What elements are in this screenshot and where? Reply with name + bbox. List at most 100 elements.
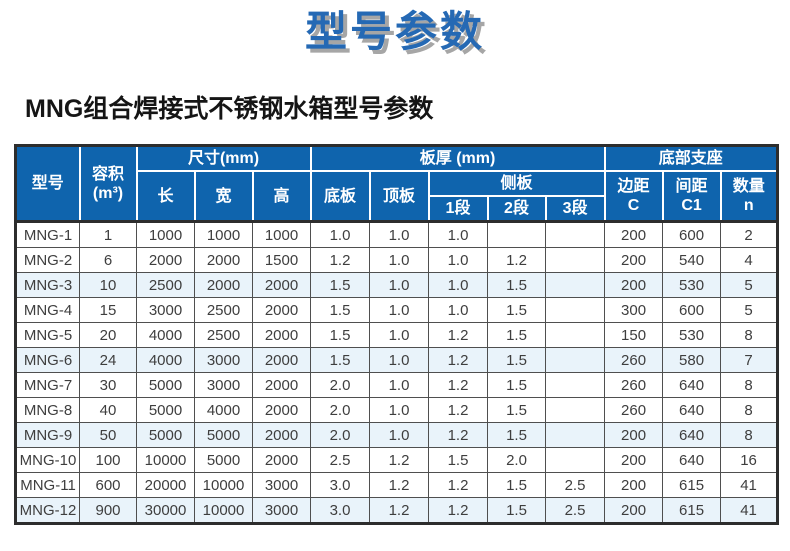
cell-spacing-c1: 615: [662, 472, 722, 498]
header-volume-label: 容积: [91, 165, 124, 183]
header-qty-n: 数量 n: [719, 170, 779, 223]
cell-side-seg2: 1.5: [487, 372, 546, 398]
cell-volume: 20: [79, 322, 137, 348]
cell-side-seg1: 1.0: [428, 220, 488, 248]
cell-side-seg3: [544, 322, 606, 348]
cell-side-seg1: 1.2: [428, 397, 488, 423]
table-row: MNG-10 100 10000 5000 2000 2.5 1.2 1.5 2.0 200 640…: [15, 447, 779, 473]
cell-edge-c: 200: [604, 422, 664, 448]
header-top-plate: 顶板: [368, 170, 430, 223]
cell-bottom-plate: 2.5: [310, 447, 370, 473]
cell-top-plate: 1.2: [369, 497, 429, 524]
header-model: 型号: [14, 144, 81, 223]
cell-spacing-c1: 530: [662, 272, 722, 298]
cell-qty-n: 8: [720, 372, 779, 398]
cell-volume: 15: [79, 297, 137, 323]
cell-side-seg2: [487, 220, 546, 248]
cell-volume: 24: [79, 347, 137, 373]
cell-bottom-plate: 2.0: [310, 397, 370, 423]
cell-qty-n: 41: [720, 472, 779, 498]
table-subtitle: MNG组合焊接式不锈钢水箱型号参数: [25, 95, 434, 123]
cell-qty-n: 16: [720, 447, 779, 473]
cell-edge-c: 200: [604, 472, 664, 498]
cell-spacing-c1: 615: [662, 497, 722, 524]
cell-side-seg1: 1.0: [428, 247, 488, 273]
cell-top-plate: 1.2: [369, 447, 429, 473]
cell-width: 2500: [194, 322, 253, 348]
cell-bottom-plate: 2.0: [310, 372, 370, 398]
table-row: MNG-2 6 2000 2000 1500 1.2 1.0 1.0 1.2 200 540 4: [15, 247, 779, 273]
parameters-table: 型号 容积 (m³) 尺寸(mm) 板厚 (mm) 底部支座 长 宽 高 底板 …: [14, 144, 780, 525]
cell-side-seg1: 1.2: [428, 347, 488, 373]
cell-length: 2000: [136, 247, 195, 273]
cell-top-plate: 1.0: [369, 422, 429, 448]
cell-top-plate: 1.0: [369, 247, 429, 273]
cell-volume: 100: [79, 447, 137, 473]
cell-volume: 600: [79, 472, 137, 498]
cell-width: 5000: [194, 422, 253, 448]
cell-side-seg2: 1.5: [487, 272, 546, 298]
cell-qty-n: 8: [720, 322, 779, 348]
cell-side-seg2: 1.5: [487, 297, 546, 323]
cell-side-seg3: [544, 347, 606, 373]
cell-side-seg3: 2.5: [544, 472, 606, 498]
cell-top-plate: 1.0: [369, 220, 429, 248]
cell-length: 10000: [136, 447, 195, 473]
cell-side-seg1: 1.2: [428, 472, 488, 498]
cell-model: MNG-2: [15, 247, 80, 273]
cell-side-seg2: 1.5: [487, 497, 546, 524]
cell-length: 4000: [136, 322, 195, 348]
cell-width: 10000: [194, 472, 253, 498]
cell-width: 3000: [194, 372, 253, 398]
table-body: MNG-1 1 1000 1000 1000 1.0 1.0 1.0 200 600 2 MNG-2 6…: [15, 220, 779, 524]
header-height: 高: [251, 170, 312, 223]
cell-width: 3000: [194, 347, 253, 373]
header-thickness-group: 板厚 (mm): [309, 144, 606, 172]
header-seg3: 3段: [544, 195, 606, 223]
cell-spacing-c1: 640: [662, 422, 722, 448]
cell-edge-c: 150: [604, 322, 664, 348]
cell-width: 1000: [194, 220, 253, 248]
cell-side-seg3: [544, 447, 606, 473]
cell-side-seg3: [544, 297, 606, 323]
table-row: MNG-6 24 4000 3000 2000 1.5 1.0 1.2 1.5 260 580 7: [15, 347, 779, 373]
cell-side-seg2: 1.2: [487, 247, 546, 273]
cell-qty-n: 41: [720, 497, 779, 524]
cell-top-plate: 1.0: [369, 397, 429, 423]
cell-volume: 40: [79, 397, 137, 423]
cell-model: MNG-1: [15, 220, 80, 248]
cell-side-seg3: [544, 397, 606, 423]
cell-spacing-c1: 530: [662, 322, 722, 348]
cell-height: 2000: [252, 447, 311, 473]
cell-length: 20000: [136, 472, 195, 498]
cell-width: 5000: [194, 447, 253, 473]
header-spacing-c1: 间距 C1: [661, 170, 722, 223]
cell-model: MNG-6: [15, 347, 80, 373]
cell-width: 10000: [194, 497, 253, 524]
cell-side-seg3: [544, 272, 606, 298]
cell-bottom-plate: 1.0: [310, 220, 370, 248]
cell-side-seg1: 1.2: [428, 322, 488, 348]
cell-qty-n: 4: [720, 247, 779, 273]
cell-model: MNG-11: [15, 472, 80, 498]
cell-height: 2000: [252, 347, 311, 373]
cell-height: 3000: [252, 472, 311, 498]
table-header: 型号 容积 (m³) 尺寸(mm) 板厚 (mm) 底部支座 长 宽 高 底板 …: [14, 144, 779, 223]
cell-side-seg3: [544, 372, 606, 398]
cell-model: MNG-8: [15, 397, 80, 423]
cell-spacing-c1: 600: [662, 297, 722, 323]
cell-top-plate: 1.0: [369, 372, 429, 398]
cell-qty-n: 8: [720, 397, 779, 423]
cell-spacing-c1: 640: [662, 397, 722, 423]
cell-bottom-plate: 3.0: [310, 497, 370, 524]
cell-side-seg1: 1.0: [428, 272, 488, 298]
header-spacing-symbol: C1: [681, 197, 702, 214]
cell-side-seg3: [544, 220, 606, 248]
cell-volume: 10: [79, 272, 137, 298]
cell-length: 5000: [136, 397, 195, 423]
header-edge-label: 边距: [617, 178, 650, 195]
cell-spacing-c1: 640: [662, 372, 722, 398]
cell-height: 2000: [252, 272, 311, 298]
cell-top-plate: 1.2: [369, 472, 429, 498]
cell-spacing-c1: 580: [662, 347, 722, 373]
